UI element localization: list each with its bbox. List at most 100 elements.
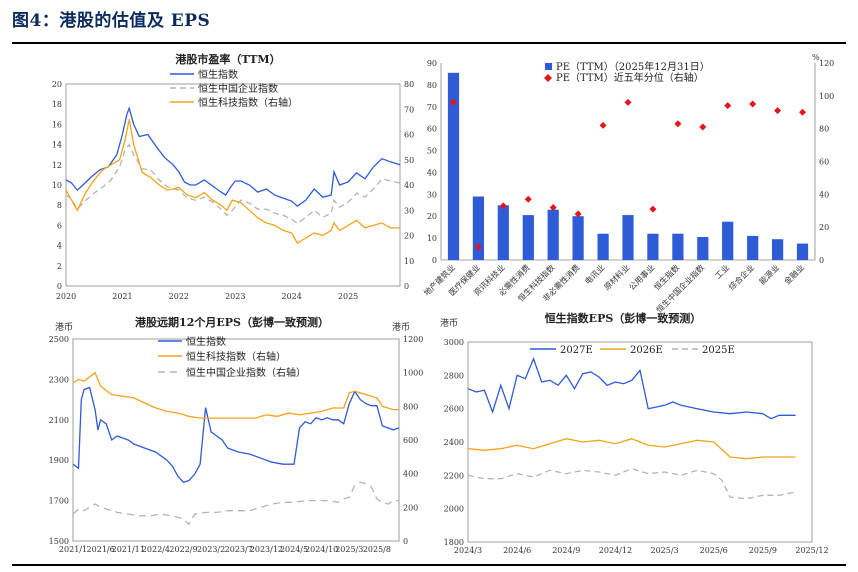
sector-marker-3 <box>524 195 532 203</box>
eps-series-group <box>72 371 400 526</box>
hsi-eps-left-tick-2000: 2000 <box>444 505 464 514</box>
pe-legend-label-hstech: 恒生科技指数（右轴） <box>198 96 298 109</box>
sector-right-axis: 0 20 40 60 80 100 120 <box>819 59 834 265</box>
sector-left-tick-60: 60 <box>427 125 437 134</box>
hsi-eps-chart-panel: 恒生指数EPS（彭博一致预测） 港币 2027E 2026E 2025E 180… <box>440 311 829 555</box>
hsi-eps-legend: 2027E 2026E 2025E <box>530 345 735 356</box>
pe-series-line-0 <box>65 106 401 208</box>
eps-x-tick-11: 2025/8 <box>363 545 391 554</box>
hsi-eps-x-tick-5: 2025/6 <box>700 546 728 555</box>
sector-bar-7 <box>622 215 634 260</box>
figure-title: 图4：港股的估值及 EPS <box>12 11 211 31</box>
eps-left-tick-2100: 2100 <box>49 416 69 425</box>
eps-legend-label-hstech: 恒生科技指数（右轴） <box>186 350 286 363</box>
eps-right-axis: 0 200 400 600 800 1000 1200 <box>403 335 423 546</box>
sector-right-tick-80: 80 <box>819 125 829 134</box>
pe-x-tick-3: 2023 <box>225 292 245 301</box>
sector-right-tick-20: 20 <box>819 223 829 232</box>
eps-right-tick-400: 400 <box>403 470 418 479</box>
hsi-eps-legend-label-2025e: 2025E <box>702 345 735 356</box>
pe-left-tick-12: 12 <box>52 161 62 170</box>
pe-right-tick-10: 10 <box>404 257 414 266</box>
eps-right-unit: 港币 <box>392 321 410 333</box>
top-rule <box>12 42 846 44</box>
eps-right-tick-600: 600 <box>403 436 418 445</box>
pe-left-tick-0: 0 <box>57 282 62 291</box>
eps-series-line-0 <box>72 386 400 484</box>
hsi-eps-chart-title: 恒生指数EPS（彭博一致预测） <box>545 311 702 325</box>
sector-right-tick-0: 0 <box>819 256 824 265</box>
pe-chart-panel: 港股市盈率（TTM） 恒生指数 恒生中国企业指数 恒生科技指数（右轴） 0 2 4 6… <box>52 52 414 301</box>
sector-bars-group <box>447 72 809 260</box>
eps-plot-frame <box>72 338 400 542</box>
sector-left-tick-30: 30 <box>427 190 437 199</box>
sector-category-label-11: 工业 <box>713 262 731 280</box>
sector-bar-6 <box>597 233 609 260</box>
eps-x-tick-4: 2022/9 <box>169 545 197 554</box>
sector-bar-13 <box>772 239 784 260</box>
sector-right-tick-120: 120 <box>819 59 834 68</box>
pe-right-tick-30: 30 <box>404 206 414 215</box>
hsi-eps-x-tick-4: 2025/3 <box>650 546 678 555</box>
sector-category-label-8: 公用事业 <box>627 262 657 292</box>
hsi-eps-x-tick-3: 2024/12 <box>599 546 632 555</box>
sector-marker-5 <box>574 210 582 218</box>
sector-category-label-7: 原材料业 <box>602 262 632 292</box>
sector-left-tick-90: 90 <box>427 59 437 68</box>
sector-left-tick-50: 50 <box>427 147 437 156</box>
sector-marker-11 <box>724 102 732 110</box>
pe-chart-title: 港股市盈率（TTM） <box>175 52 280 66</box>
sector-marker-2 <box>499 202 507 210</box>
sector-bar-3 <box>522 215 534 260</box>
hsi-eps-left-axis: 1800 2000 2200 2400 2600 2800 3000 <box>444 338 464 547</box>
hsi-eps-x-tick-1: 2024/6 <box>503 546 531 555</box>
hsi-eps-legend-label-2026e: 2026E <box>630 345 663 356</box>
sector-bar-10 <box>697 237 709 260</box>
sector-bar-12 <box>747 235 759 260</box>
sector-right-unit: % <box>812 53 820 62</box>
pe-left-tick-8: 8 <box>57 201 62 210</box>
pe-left-axis: 0 2 4 6 8 10 12 14 16 18 20 <box>52 80 62 291</box>
hsi-eps-left-tick-2800: 2800 <box>444 371 464 380</box>
pe-x-tick-5: 2025 <box>338 292 358 301</box>
eps-x-tick-9: 2024/10 <box>305 545 338 554</box>
hsi-eps-series-line-0 <box>467 356 796 420</box>
pe-series-line-2 <box>65 119 400 245</box>
eps-series-line-2 <box>72 481 399 526</box>
pe-x-tick-1: 2021 <box>112 292 132 301</box>
hsi-eps-series-line-2 <box>467 468 796 500</box>
eps-legend: 恒生指数 恒生科技指数（右轴） 恒生中国企业指数（右轴） <box>158 335 306 379</box>
eps-left-tick-1900: 1900 <box>49 456 69 465</box>
sector-left-tick-20: 20 <box>427 212 437 221</box>
sector-category-label-6: 电讯业 <box>582 262 606 286</box>
sector-left-tick-70: 70 <box>427 103 437 112</box>
pe-x-axis: 2020 2021 2022 2023 2024 2025 <box>56 292 358 301</box>
pe-right-tick-0: 0 <box>404 282 409 291</box>
pe-x-tick-2: 2022 <box>169 292 189 301</box>
eps-chart-panel: 港股远期12个月EPS（彭博一致预测） 港币 港币 恒生指数 恒生科技指数（右轴… <box>49 315 424 554</box>
eps-series-line-1 <box>72 371 399 419</box>
sector-category-label-12: 综合企业 <box>726 262 756 292</box>
sector-marker-4 <box>549 203 557 211</box>
sector-left-tick-80: 80 <box>427 81 437 90</box>
pe-right-tick-60: 60 <box>404 131 414 140</box>
sector-right-tick-100: 100 <box>819 92 834 101</box>
pe-legend-label-hscei: 恒生中国企业指数 <box>198 82 278 95</box>
eps-left-axis: 1500 1700 1900 2100 2300 2500 <box>49 335 69 546</box>
pe-right-tick-80: 80 <box>404 80 414 89</box>
eps-x-tick-10: 2025/3 <box>335 545 363 554</box>
pe-left-tick-16: 16 <box>52 120 62 129</box>
pe-left-tick-4: 4 <box>57 242 62 251</box>
sector-legend-bar-swatch <box>545 63 552 70</box>
sector-legend-bar-label: PE（TTM）（2025年12月31日） <box>556 60 710 73</box>
sector-marker-7 <box>624 98 632 106</box>
eps-chart-title: 港股远期12个月EPS（彭博一致预测） <box>135 315 329 329</box>
eps-right-tick-1200: 1200 <box>403 335 423 344</box>
sector-left-tick-40: 40 <box>427 168 437 177</box>
sector-legend: PE（TTM）（2025年12月31日） PE（TTM）近五年分位（右轴） <box>544 60 710 84</box>
hsi-eps-legend-label-2027e: 2027E <box>560 345 593 356</box>
bottom-rule <box>12 564 846 566</box>
hsi-eps-left-tick-1800: 1800 <box>444 538 464 547</box>
pe-left-tick-2: 2 <box>57 262 62 271</box>
